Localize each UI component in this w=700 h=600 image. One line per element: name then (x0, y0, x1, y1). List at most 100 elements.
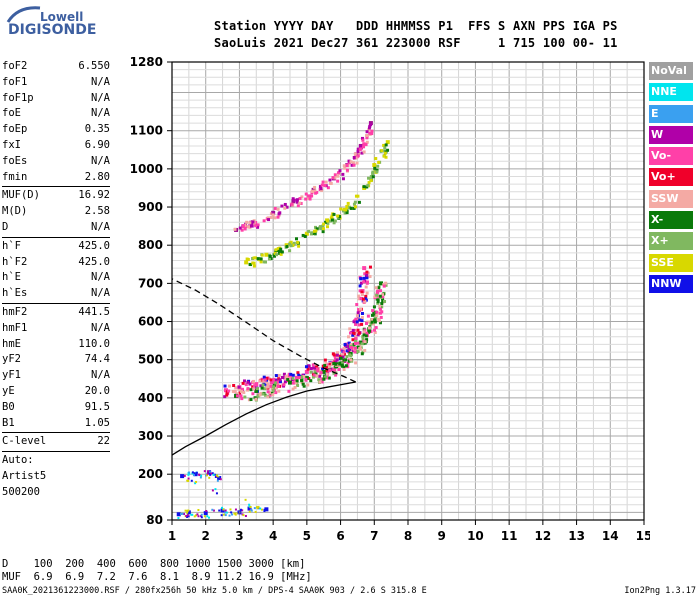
echo-point (186, 479, 189, 482)
echo-point (356, 311, 360, 315)
echo-point (249, 398, 253, 402)
echo-point (343, 166, 347, 170)
echo-point (338, 169, 342, 173)
echo-point (326, 186, 330, 190)
echo-point (353, 346, 357, 350)
echo-point (357, 323, 361, 327)
param-value: 6.550 (78, 60, 110, 72)
param-value: 74.4 (84, 353, 110, 366)
echo-point (296, 371, 300, 375)
echo-point (250, 508, 253, 511)
echo-point (206, 472, 209, 475)
echo-point (347, 348, 351, 352)
echo-point (353, 350, 357, 354)
echo-point (362, 276, 366, 280)
echo-point (200, 513, 203, 516)
echo-point (327, 365, 331, 369)
echo-point (266, 383, 270, 387)
echo-point (349, 206, 353, 210)
echo-point (245, 220, 249, 224)
echo-point (335, 358, 339, 362)
echo-point (280, 250, 284, 254)
echo-point (356, 328, 360, 332)
param-row: M(D) 2.58 (2, 204, 110, 220)
echo-point (298, 201, 302, 205)
param-row: foEp 0.35 (2, 122, 110, 138)
echo-point (376, 300, 380, 304)
param-value: N/A (91, 287, 110, 300)
echo-point (351, 333, 355, 337)
echo-point (365, 291, 369, 295)
echo-point (375, 170, 379, 174)
echo-point (288, 242, 292, 246)
echo-point (315, 227, 319, 231)
param-row: yE 20.0 (2, 384, 110, 400)
echo-point (355, 314, 359, 318)
echo-point (234, 513, 237, 516)
echo-point (357, 151, 361, 155)
echo-point (276, 207, 280, 211)
echo-point (370, 318, 374, 322)
echo-point (361, 337, 365, 341)
echo-point (363, 328, 367, 332)
echo-point (346, 201, 350, 205)
echo-point (273, 216, 277, 220)
param-value: 425.0 (78, 239, 110, 252)
echo-point (353, 200, 357, 204)
echo-point (252, 256, 256, 260)
echo-point (310, 189, 314, 193)
y-tick-label: 300 (138, 429, 163, 443)
echo-point (256, 257, 260, 261)
echo-point (296, 204, 300, 208)
echo-point (224, 509, 227, 512)
echo-point (356, 147, 360, 151)
echo-point (240, 397, 244, 401)
echo-point (335, 356, 339, 360)
echo-point (276, 247, 280, 251)
echo-point (370, 320, 374, 324)
echo-point (362, 145, 366, 149)
echo-point (382, 143, 386, 147)
echo-point (203, 470, 206, 473)
echo-point (356, 341, 360, 345)
echo-point (320, 377, 324, 381)
echo-point (215, 474, 218, 477)
echo-point (249, 505, 252, 508)
echo-point (237, 385, 241, 389)
trace-point (372, 163, 377, 168)
echo-point (295, 379, 299, 383)
echo-point (365, 338, 369, 342)
echo-point (217, 476, 220, 479)
echo-point (325, 369, 329, 373)
echo-point (338, 354, 342, 358)
param-name: C-level (2, 435, 47, 448)
echo-point (322, 377, 326, 381)
param-name: MUF(D) (2, 189, 40, 202)
echo-point (357, 200, 361, 204)
echo-point (384, 283, 388, 287)
echo-point (325, 219, 329, 223)
echo-point (265, 376, 269, 380)
echo-point (341, 355, 345, 359)
echo-point (341, 177, 345, 181)
echo-point (307, 229, 311, 233)
param-name: hmF1 (2, 321, 28, 334)
echo-point (365, 136, 369, 140)
echo-point (354, 330, 358, 334)
echo-point (333, 173, 337, 177)
density-profile-line (171, 381, 356, 456)
echo-point (260, 253, 264, 257)
echo-point (191, 472, 194, 475)
echo-point (369, 179, 373, 183)
param-name: yF1 (2, 369, 21, 382)
echo-point (320, 188, 324, 192)
logo-text-digisonde: DIGISONDE (8, 22, 97, 38)
echo-point (256, 387, 260, 391)
trace-point (375, 296, 380, 301)
echo-point (344, 364, 348, 368)
echo-point (244, 498, 247, 501)
echo-point (301, 382, 305, 386)
echo-point (312, 229, 316, 233)
echo-point (299, 376, 303, 380)
echo-point (246, 380, 250, 384)
